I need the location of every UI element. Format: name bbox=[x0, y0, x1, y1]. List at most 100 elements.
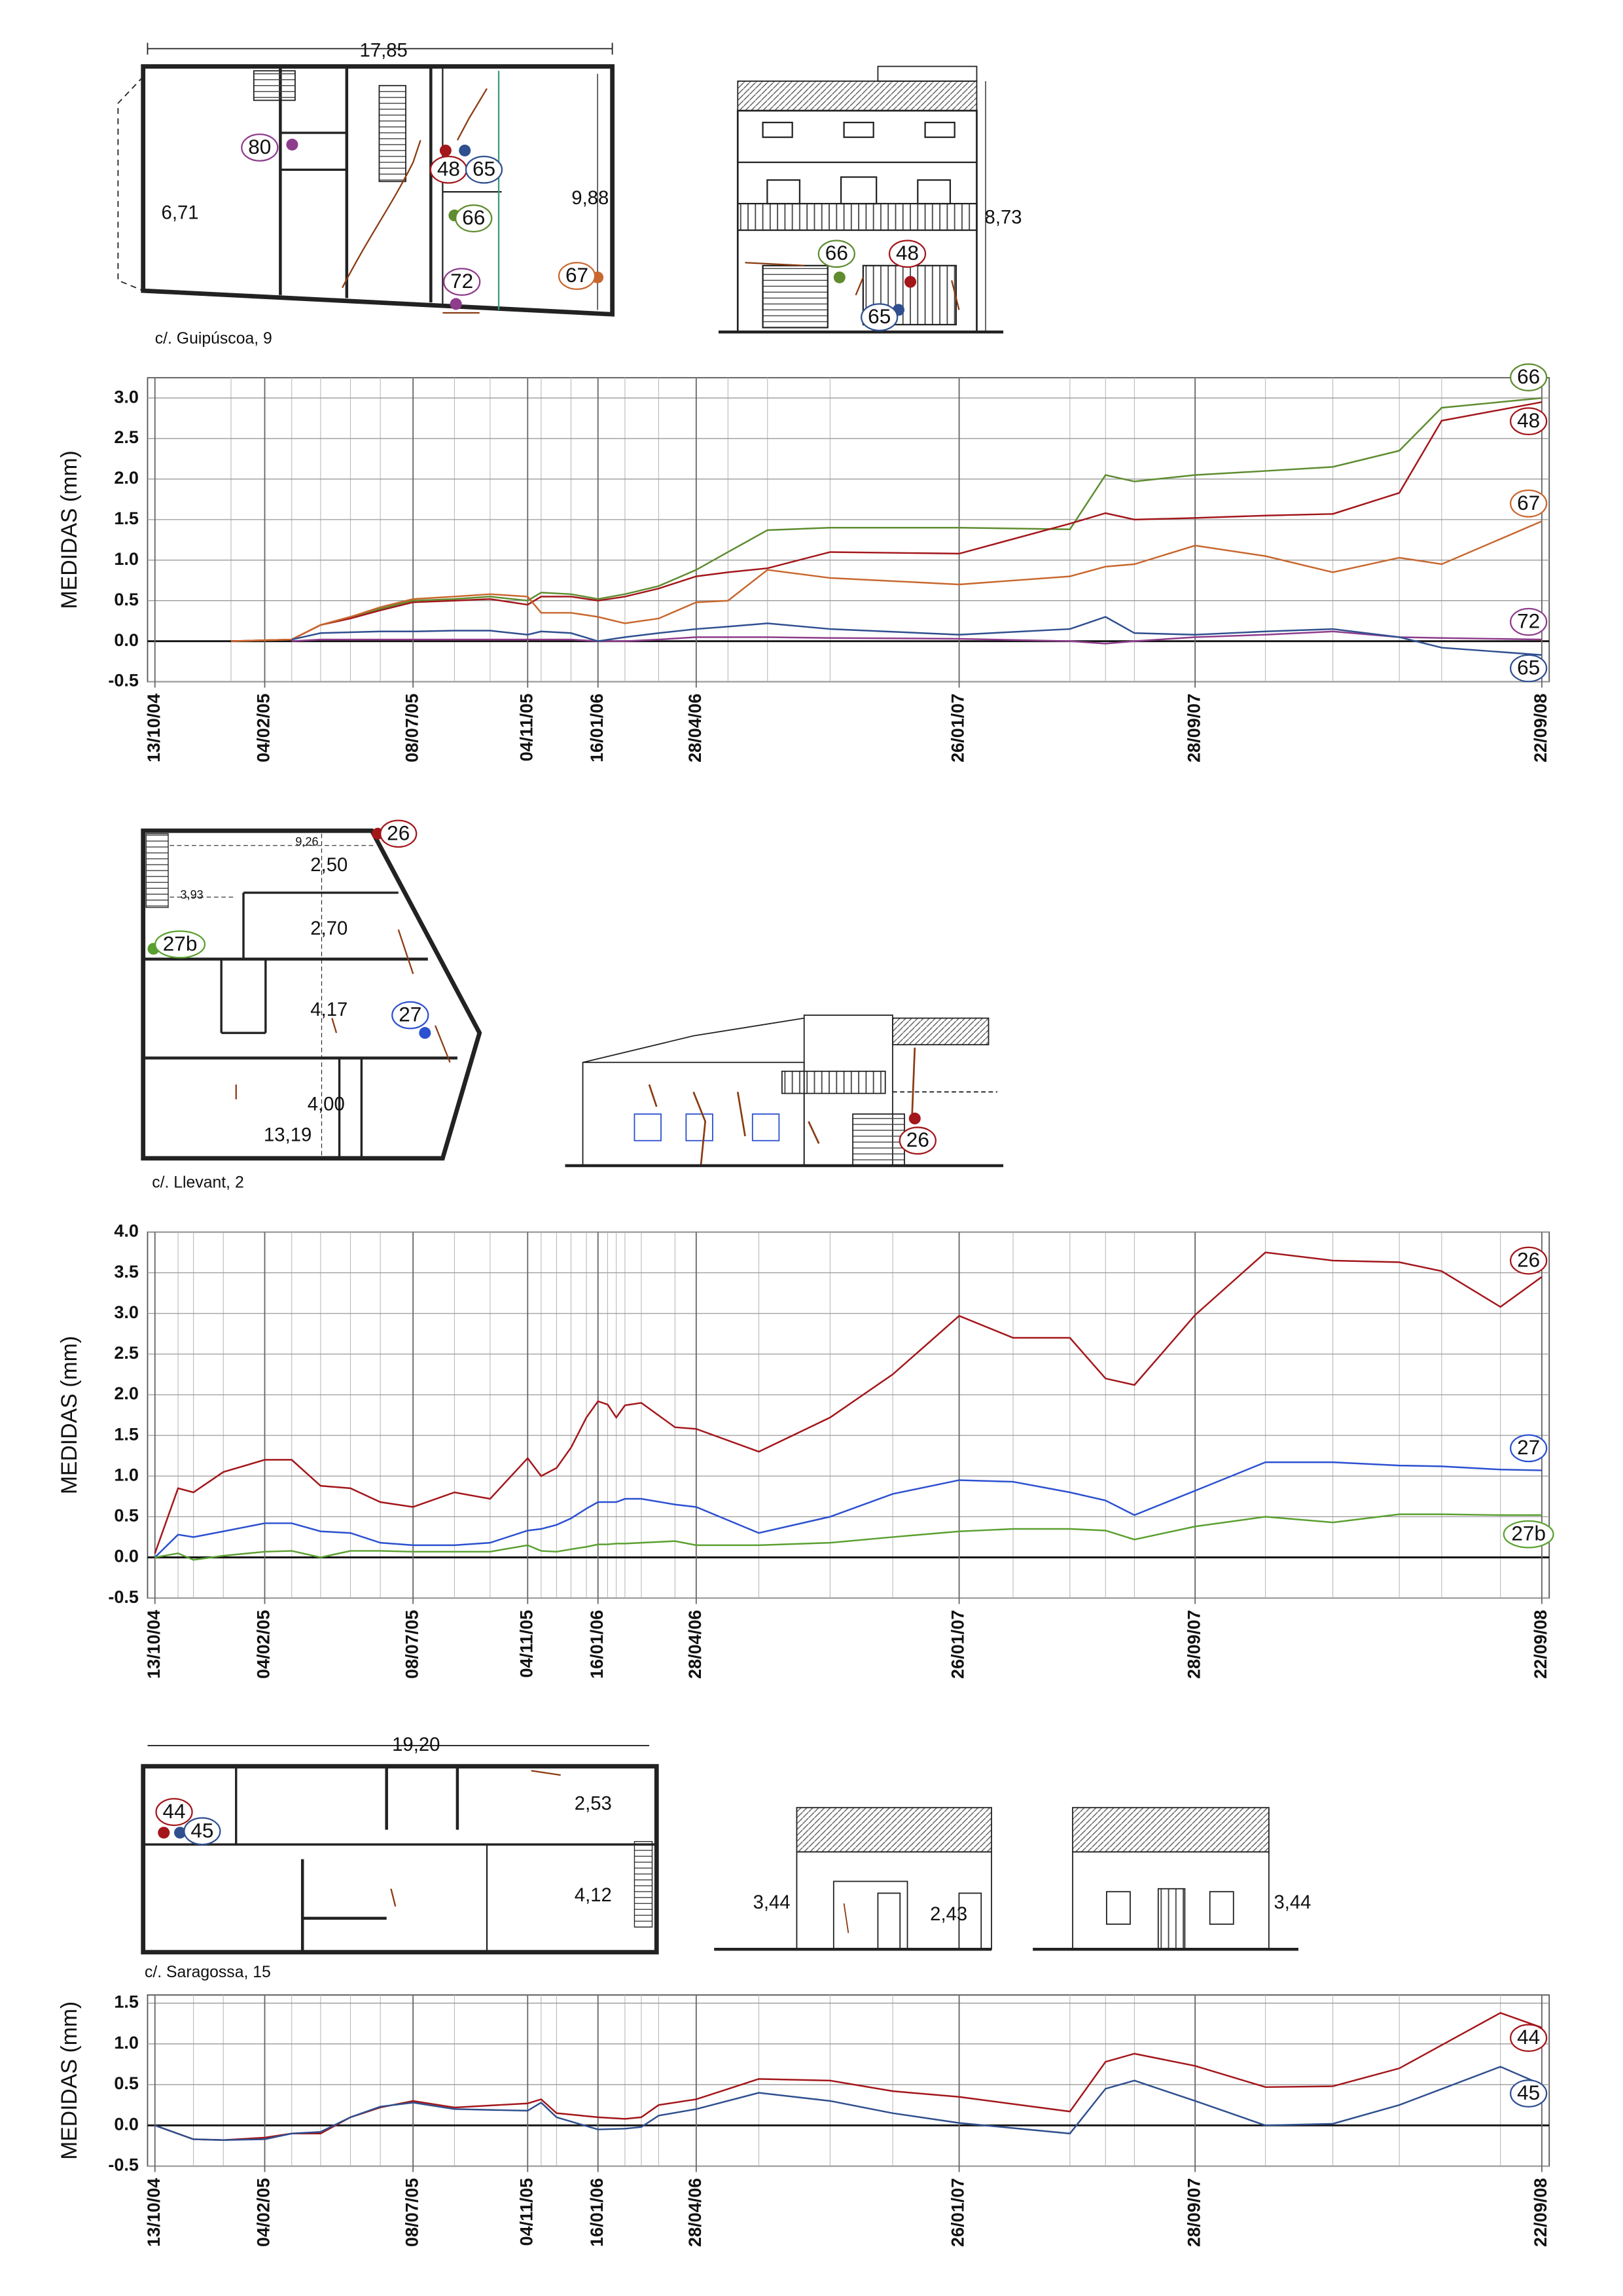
marker-label: 27b bbox=[163, 931, 198, 955]
marker-label: 65 bbox=[868, 304, 891, 328]
elevation bbox=[714, 1806, 1298, 1951]
marker-label: 45 bbox=[190, 1818, 213, 1842]
x-tick-label: 26/01/07 bbox=[948, 694, 968, 762]
marker-label: 27 bbox=[399, 1003, 421, 1026]
dimension-label: 4,00 bbox=[308, 1093, 345, 1115]
x-tick-label: 08/07/05 bbox=[402, 2178, 421, 2247]
dimension-label: 13,19 bbox=[264, 1124, 312, 1146]
series-line bbox=[291, 616, 1543, 656]
legend-label-circle bbox=[1510, 2024, 1548, 2053]
marker-label-circle bbox=[155, 1798, 193, 1826]
y-tick-label: 1.5 bbox=[114, 1424, 139, 1444]
dimension-label: 19,20 bbox=[392, 1734, 440, 1755]
marker-label-circle bbox=[861, 303, 899, 332]
marker-label: 44 bbox=[163, 1799, 186, 1823]
dimension-label: 9,26 bbox=[295, 835, 318, 848]
dimension-label: 3,93 bbox=[181, 888, 204, 901]
legend-label: 27 bbox=[1517, 1435, 1540, 1459]
x-tick-label: 28/04/06 bbox=[685, 694, 705, 762]
legend-label-circle bbox=[1510, 1246, 1548, 1275]
legend-label: 65 bbox=[1517, 655, 1540, 679]
series-line bbox=[230, 520, 1543, 642]
marker-label: 66 bbox=[825, 241, 848, 264]
legend-label-circle bbox=[1510, 2079, 1548, 2108]
floor-plan bbox=[117, 43, 615, 317]
y-tick-label: 0.5 bbox=[114, 2073, 139, 2093]
x-tick-label: 04/02/05 bbox=[254, 694, 274, 762]
dimension-label: 3,44 bbox=[753, 1892, 791, 1913]
x-tick-label: 04/02/05 bbox=[254, 1610, 274, 1679]
y-tick-label: 0.5 bbox=[114, 590, 139, 609]
y-tick-label: 0.0 bbox=[114, 2114, 139, 2134]
y-tick-label: -0.5 bbox=[108, 2155, 139, 2175]
marker-label: 72 bbox=[450, 269, 473, 293]
series-line bbox=[291, 630, 1542, 645]
dimension-label: 2,43 bbox=[930, 1903, 967, 1925]
legend-label-circle bbox=[1510, 1434, 1548, 1463]
marker-label: 48 bbox=[437, 157, 460, 181]
y-tick-label: 1.5 bbox=[114, 509, 139, 528]
marker-label-circle bbox=[241, 134, 279, 162]
marker-dot bbox=[286, 138, 298, 151]
y-tick-label: 1.0 bbox=[114, 549, 139, 569]
dimension-label: 4,17 bbox=[310, 999, 348, 1020]
dimension-label: 4,12 bbox=[575, 1884, 612, 1906]
y-tick-label: 2.0 bbox=[114, 1384, 139, 1403]
marker-dot bbox=[174, 1827, 187, 1839]
marker-label: 26 bbox=[906, 1128, 929, 1151]
x-tick-label: 04/11/05 bbox=[516, 694, 536, 762]
marker-label-circle bbox=[443, 268, 481, 296]
y-tick-label: 2.5 bbox=[114, 427, 139, 447]
series-line bbox=[230, 397, 1543, 642]
legend-label-circle bbox=[1510, 489, 1548, 518]
legend-label: 27b bbox=[1511, 1522, 1546, 1545]
legend-label-circle bbox=[1510, 407, 1548, 436]
y-tick-label: 2.0 bbox=[114, 468, 139, 488]
x-tick-label: 13/10/04 bbox=[144, 2178, 164, 2247]
marker-label-circle bbox=[455, 204, 493, 233]
marker-label: 48 bbox=[896, 241, 919, 264]
caption: c/. Llevant, 2 bbox=[152, 1174, 244, 1192]
series-line bbox=[154, 2066, 1543, 2141]
elevation bbox=[565, 1014, 1004, 1168]
marker-label: 66 bbox=[462, 206, 485, 229]
marker-label-circle bbox=[817, 240, 855, 268]
dimension-label: 2,70 bbox=[310, 918, 348, 939]
marker-dot bbox=[904, 276, 917, 288]
legend-label-circle bbox=[1510, 654, 1548, 683]
y-tick-label: 0.0 bbox=[114, 630, 139, 650]
series-line bbox=[154, 1251, 1543, 1554]
dimension-label: 6,71 bbox=[162, 202, 199, 224]
x-tick-label: 26/01/07 bbox=[948, 1610, 968, 1679]
dimension-label: 2,53 bbox=[575, 1793, 612, 1814]
dimension-label: 3,44 bbox=[1274, 1892, 1311, 1913]
y-axis-label: MEDIDAS (mm) bbox=[57, 2001, 82, 2160]
x-tick-label: 04/11/05 bbox=[516, 1610, 536, 1678]
y-tick-label: 0.0 bbox=[114, 1547, 139, 1566]
series-line bbox=[154, 1513, 1542, 1561]
x-tick-label: 26/01/07 bbox=[948, 2178, 968, 2247]
series-line bbox=[230, 401, 1543, 642]
plot-area bbox=[147, 1994, 1550, 2167]
elevation bbox=[718, 65, 1004, 334]
floor-plan bbox=[141, 828, 482, 1161]
marker-label-circle bbox=[558, 262, 596, 291]
legend-label-circle bbox=[1510, 607, 1548, 636]
x-tick-label: 13/10/04 bbox=[144, 1610, 164, 1679]
y-tick-label: 0.5 bbox=[114, 1506, 139, 1526]
marker-label-circle bbox=[888, 240, 927, 268]
x-tick-label: 16/01/06 bbox=[587, 694, 607, 762]
x-tick-label: 04/11/05 bbox=[516, 2178, 536, 2246]
marker-label-circle bbox=[183, 1817, 221, 1846]
caption: c/. Guipúscoa, 9 bbox=[155, 330, 272, 348]
y-axis-label: MEDIDAS (mm) bbox=[57, 450, 82, 609]
y-tick-label: 1.5 bbox=[114, 1992, 139, 2012]
legend-label-circle bbox=[1503, 1520, 1554, 1549]
y-tick-label: 2.5 bbox=[114, 1343, 139, 1363]
series-line bbox=[154, 2012, 1543, 2141]
legend-label: 26 bbox=[1517, 1248, 1540, 1272]
marker-label-circle bbox=[154, 930, 206, 959]
caption: c/. Saragossa, 15 bbox=[145, 1964, 271, 1981]
dimension-label: 2,50 bbox=[310, 854, 348, 876]
marker-dot bbox=[459, 144, 471, 156]
